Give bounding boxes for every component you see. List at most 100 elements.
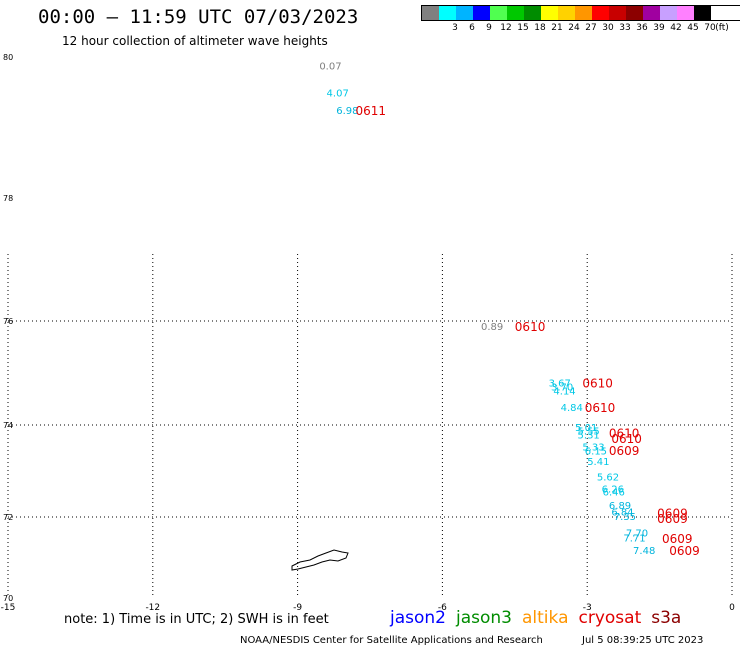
axis-labels: 80 78 76 74 72 70-15 -12 -9 -6 -3 0 <box>1 53 735 613</box>
legend-swatch <box>609 6 626 20</box>
mission-jason3: jason3 <box>456 608 512 628</box>
legend-swatch <box>524 6 541 20</box>
pass-date-label: 0609 <box>669 544 700 558</box>
latitude-tick-label: 72 <box>3 513 13 522</box>
longitude-tick-label: -3 <box>583 603 592 613</box>
wave-height-observation: 6.26 <box>602 484 624 495</box>
mission-legend: jason2 jason3 altika cryosat s3a <box>390 608 691 628</box>
legend-label: 33 <box>619 23 631 33</box>
legend-label: 21 <box>551 23 563 33</box>
wave-height-observation: 0.07 <box>319 61 341 72</box>
latitude-tick-label: 80 <box>3 53 13 62</box>
longitude-tick-label: -12 <box>145 603 160 613</box>
gridlines <box>7 254 733 598</box>
wave-height-observation: 4.07 <box>327 88 349 99</box>
mission-s3a: s3a <box>651 608 682 628</box>
latitude-tick-label: 76 <box>3 317 13 326</box>
wave-height-observation: 6.84 <box>611 507 633 518</box>
legend-label: 15 <box>517 23 529 33</box>
legend-label: 6 <box>469 23 475 33</box>
pass-date-label: 0609 <box>609 444 640 458</box>
legend-label: 36 <box>636 23 648 33</box>
pass-date-label: 0609 <box>657 506 688 520</box>
date-labels: 0611061006100610061006100609060906090609… <box>356 104 700 558</box>
legend-label: 70 <box>704 23 716 33</box>
longitude-tick-label: -6 <box>438 603 447 613</box>
legend-swatch <box>643 6 660 20</box>
legend-labels: 3 6 9 12 15 18 21 24 27 30 33 36 39 42 45 70 (ft) <box>421 21 740 33</box>
legend-swatch <box>575 6 592 20</box>
longitude-tick-label: -15 <box>1 603 16 613</box>
legend-label: 18 <box>534 23 546 33</box>
wave-height-observation: 5.41 <box>587 457 609 468</box>
wave-height-observation: 6.15 <box>585 446 607 457</box>
color-legend: 3 6 9 12 15 18 21 24 27 30 33 36 39 42 45 70 (ft) <box>421 5 740 33</box>
wave-height-observation: 6.89 <box>609 501 631 512</box>
legend-label: 30 <box>602 23 614 33</box>
pass-date-label: 0609 <box>657 512 688 526</box>
legend-swatch <box>507 6 524 20</box>
legend-swatches <box>421 5 740 21</box>
latitude-tick-label: 74 <box>3 421 13 430</box>
legend-label: 3 <box>452 23 458 33</box>
wave-height-observation: 0.89 <box>481 322 503 333</box>
legend-swatch <box>694 6 711 20</box>
legend-swatch <box>473 6 490 20</box>
observation-labels: 0.07 4.07 6.98 0.89 3.673.704.14 4.84 5.015.55… <box>319 61 655 557</box>
legend-swatch <box>490 6 507 20</box>
legend-swatch <box>422 6 439 20</box>
wave-height-observation: 7.70 <box>626 528 648 539</box>
wave-height-observation: 5.31 <box>578 431 600 442</box>
wave-height-observation: 5.55 <box>578 427 600 438</box>
footer-note: note: 1) Time is in UTC; 2) SWH is in fe… <box>64 612 329 627</box>
wave-height-observation: 3.70 <box>551 383 573 394</box>
pass-date-label: 0610 <box>515 320 546 334</box>
wave-height-observation: 7.71 <box>623 533 645 544</box>
wave-height-observation: 6.98 <box>336 106 358 117</box>
pass-date-label: 0610 <box>585 401 616 415</box>
wave-height-observation: 5.62 <box>597 473 619 484</box>
footer-credit: NOAA/NESDIS Center for Satellite Applica… <box>240 635 543 646</box>
pass-date-label: 0610 <box>582 376 613 390</box>
jan-mayen-island-outline <box>291 549 349 571</box>
latitude-tick-label: 70 <box>3 594 13 603</box>
footer-timestamp: Jul 5 08:39:25 UTC 2023 <box>582 635 704 646</box>
wave-height-observation: 5.01 <box>575 423 597 434</box>
pass-date-label: 0611 <box>356 104 387 118</box>
coastline <box>291 549 349 571</box>
legend-label: 39 <box>653 23 665 33</box>
legend-swatch <box>592 6 609 20</box>
mission-altika: altika <box>522 608 569 628</box>
legend-label: 42 <box>670 23 682 33</box>
pass-date-label: 0609 <box>662 532 693 546</box>
legend-swatch <box>677 6 694 20</box>
legend-swatch <box>456 6 473 20</box>
legend-label: 24 <box>568 23 580 33</box>
pass-date-label: 0610 <box>611 432 642 446</box>
legend-label: 45 <box>687 23 699 33</box>
map-title: 00:00 — 11:59 UTC 07/03/2023 <box>38 6 359 28</box>
map-subtitle: 12 hour collection of altimeter wave hei… <box>62 34 328 48</box>
mission-jason2: jason2 <box>390 608 446 628</box>
longitude-tick-label: -9 <box>293 603 302 613</box>
legend-label: 27 <box>585 23 597 33</box>
mission-cryosat: cryosat <box>578 608 642 628</box>
legend-label: 12 <box>500 23 512 33</box>
legend-swatch <box>439 6 456 20</box>
legend-swatch <box>660 6 677 20</box>
legend-swatch <box>541 6 558 20</box>
legend-label: 9 <box>486 23 492 33</box>
wave-height-observation: 4.84 <box>561 403 583 414</box>
wave-height-observation: 7.35 <box>614 512 636 523</box>
wave-height-observation: 5.33 <box>582 443 604 454</box>
wave-height-observation: 6.46 <box>603 488 625 499</box>
longitude-tick-label: 0 <box>729 603 735 613</box>
wave-height-observation: 4.14 <box>553 387 575 398</box>
latitude-tick-label: 78 <box>3 194 13 203</box>
legend-swatch <box>626 6 643 20</box>
wave-height-observation: 3.67 <box>549 378 571 389</box>
pass-date-label: 0610 <box>609 426 640 440</box>
legend-unit: (ft) <box>715 23 729 33</box>
legend-swatch <box>558 6 575 20</box>
